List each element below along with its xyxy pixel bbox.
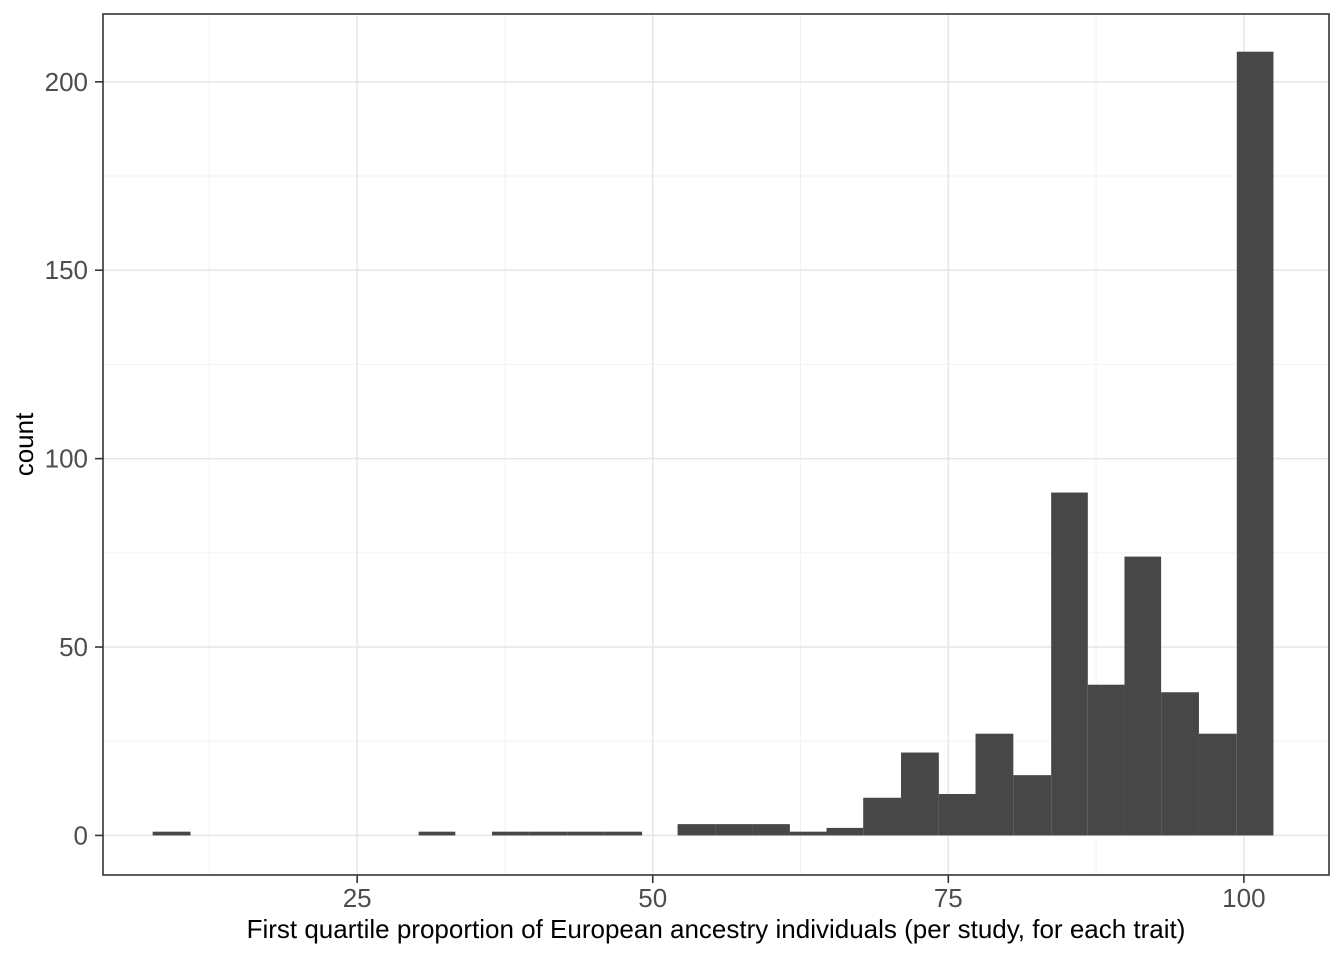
histogram-bar: [715, 824, 753, 836]
y-tick-label: 50: [59, 632, 88, 662]
histogram-bar: [1198, 733, 1237, 836]
y-tick-label: 100: [45, 444, 88, 474]
histogram-bar: [567, 831, 605, 836]
x-tick-label: 75: [934, 883, 963, 913]
histogram-bar: [152, 831, 191, 836]
gridlines-minor: [103, 14, 1329, 875]
histogram-bar: [826, 827, 864, 836]
histogram-bar: [1124, 556, 1162, 836]
histogram-bar: [1013, 775, 1052, 836]
histogram-bar: [677, 824, 716, 836]
histogram-bar: [418, 831, 456, 836]
x-tick-label: 50: [638, 883, 667, 913]
x-tick-labels: 25 50 75 100: [343, 883, 1266, 913]
y-tick-label: 150: [45, 255, 88, 285]
histogram-bars: [152, 51, 1274, 836]
histogram-bar: [529, 831, 568, 836]
histogram-bar: [863, 797, 902, 836]
histogram-bar: [789, 831, 827, 836]
histogram-bar: [604, 831, 643, 836]
panel-border: [102, 13, 1330, 876]
histogram-bar: [1161, 692, 1199, 836]
y-axis-title: count: [9, 412, 39, 476]
histogram-bar: [938, 793, 976, 836]
histogram-bar: [1087, 684, 1125, 836]
x-axis-title: First quartile proportion of European an…: [247, 914, 1186, 944]
histogram-bar: [975, 733, 1014, 836]
histogram-bar: [752, 824, 790, 836]
histogram-bar: [491, 831, 530, 836]
axis-ticks: [95, 81, 1245, 883]
x-tick-label: 25: [343, 883, 372, 913]
y-tick-labels: 0 50 100 150 200: [45, 67, 88, 851]
y-tick-label: 0: [74, 820, 88, 850]
y-tick-label: 200: [45, 67, 88, 97]
gridlines-major: [103, 14, 1329, 875]
histogram-bar: [901, 752, 939, 836]
histogram-bar: [1051, 492, 1088, 836]
x-tick-label: 100: [1222, 883, 1265, 913]
histogram-bar: [1236, 51, 1274, 836]
